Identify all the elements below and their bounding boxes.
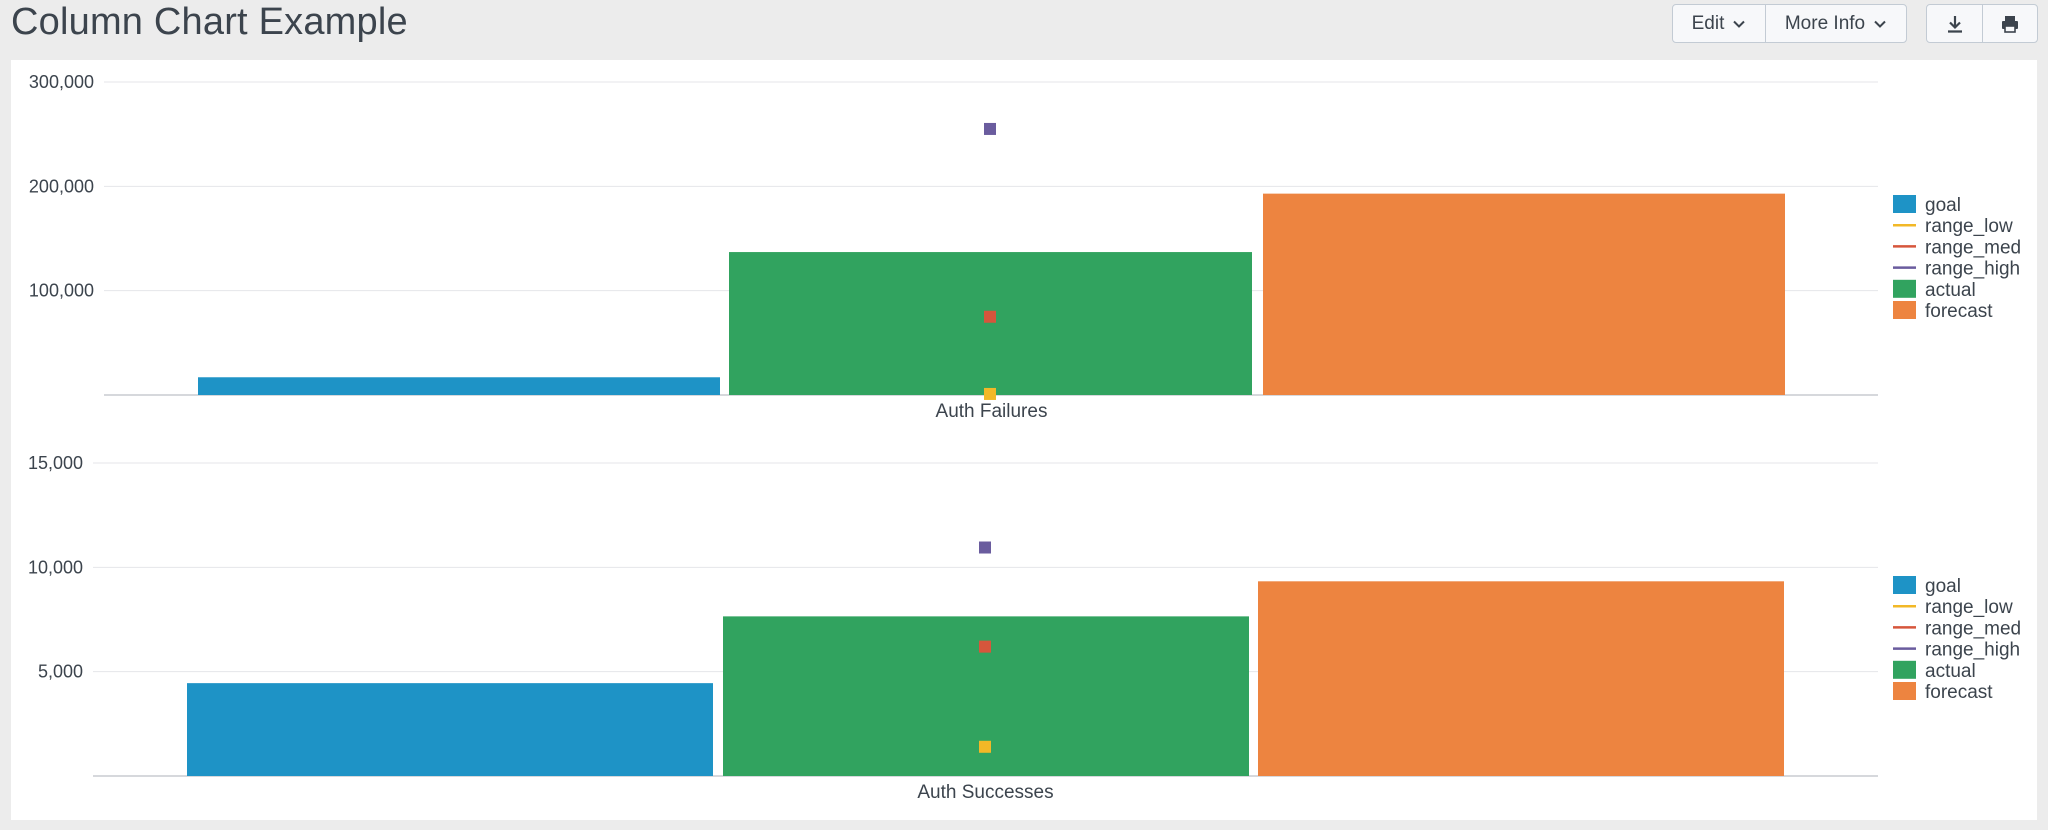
marker-range_low (979, 740, 991, 753)
legend-label-range_high: range_high (1925, 640, 2020, 661)
bar-actual (729, 252, 1252, 395)
bar-forecast (1263, 193, 1785, 395)
marker-range_med (979, 640, 991, 653)
x-category-label: Auth Failures (936, 401, 1048, 422)
legend-label-range_low: range_low (1925, 216, 2013, 237)
more-info-label: More Info (1784, 12, 1866, 34)
legend-label-forecast: forecast (1925, 301, 1993, 322)
legend-swatch-goal (1893, 195, 1916, 213)
marker-range_med (984, 310, 996, 323)
legend-swatch-goal (1893, 576, 1916, 594)
legend-swatch-actual (1893, 660, 1916, 679)
legend-label-actual: actual (1925, 661, 1976, 682)
download-button[interactable] (1927, 5, 1982, 42)
legend-label-range_med: range_med (1925, 237, 2021, 258)
page-title: Column Chart Example (11, 1, 408, 43)
legend-label-range_high: range_high (1925, 259, 2020, 280)
y-tick-label: 100,000 (29, 281, 94, 301)
more-info-button[interactable]: More Info (1765, 5, 1906, 42)
chevron-down-icon (1733, 20, 1746, 28)
y-tick-label: 10,000 (28, 557, 83, 577)
legend-label-goal: goal (1925, 195, 1961, 216)
legend-label-range_med: range_med (1925, 618, 2021, 639)
legend-swatch-forecast (1893, 301, 1916, 319)
x-category-label: Auth Successes (917, 782, 1053, 803)
bar-goal (187, 683, 713, 776)
marker-range_high (979, 541, 991, 554)
y-tick-label: 300,000 (29, 72, 94, 92)
edit-button[interactable]: Edit (1673, 5, 1765, 42)
download-icon (1947, 15, 1962, 33)
chevron-down-icon (1874, 20, 1886, 28)
bar-forecast (1258, 581, 1784, 776)
bar-goal (198, 377, 720, 395)
edit-label: Edit (1691, 12, 1725, 34)
y-tick-label: 15,000 (28, 453, 83, 473)
legend-swatch-forecast (1893, 682, 1916, 700)
legend-label-forecast: forecast (1925, 682, 1993, 703)
header-button-group: Edit More Info (1672, 4, 1907, 43)
y-tick-label: 200,000 (29, 176, 94, 196)
legend-label-actual: actual (1925, 280, 1976, 301)
y-tick-label: 5,000 (38, 662, 83, 682)
marker-range_high (984, 122, 996, 135)
print-icon (2002, 15, 2018, 33)
print-button[interactable] (1982, 5, 2037, 42)
marker-range_low (984, 387, 996, 400)
legend-swatch-actual (1893, 279, 1916, 298)
legend-label-goal: goal (1925, 576, 1961, 597)
export-button-group (1926, 4, 2038, 43)
legend-label-range_low: range_low (1925, 597, 2013, 618)
